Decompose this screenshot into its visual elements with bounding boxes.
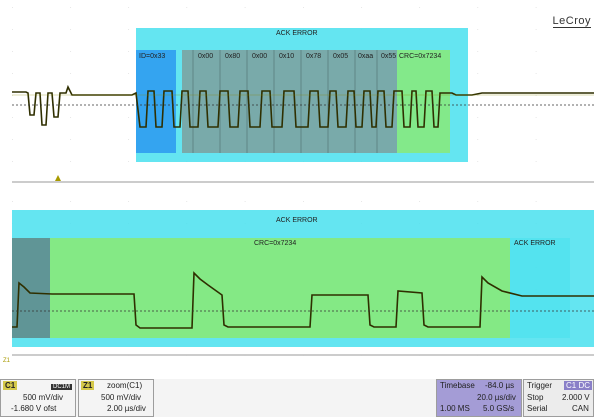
channel-name: C1 xyxy=(3,381,18,390)
ack-field-label: ACK ERROR xyxy=(514,240,556,247)
zoom-source: zoom(C1) xyxy=(107,381,143,390)
status-bar: C1 DC1M 500 mV/div -1.680 V ofst Z1 zoom… xyxy=(0,379,594,417)
zoom-scale: 500 mV/div xyxy=(101,393,142,402)
main-waveform-panel[interactable]: ACK ERROR ID=0x33 0x00 0x80 0x00 0x10 0x… xyxy=(12,7,594,183)
zoom-channel-marker: Z1 xyxy=(3,358,11,364)
channel-c1-box[interactable]: C1 DC1M 500 mV/div -1.680 V ofst xyxy=(0,379,76,417)
channel-scale: 500 mV/div xyxy=(23,393,64,402)
trigger-type: Serial xyxy=(527,404,548,413)
data-byte-3: 0x10 xyxy=(279,53,295,60)
data-byte-0: 0x00 xyxy=(198,53,214,60)
zoom-waveform-panel[interactable]: ACK ERROR CRC=0x7234 ACK ERROR xyxy=(12,201,594,356)
timebase-rate: 5.0 GS/s xyxy=(483,404,515,413)
zoom-waveform-graph xyxy=(12,201,594,356)
channel-offset: -1.680 V ofst xyxy=(11,404,57,413)
timebase-samples: 1.00 MS xyxy=(440,404,470,413)
trigger-protocol: CAN xyxy=(572,404,589,413)
brand-logo: LeCroy xyxy=(552,15,591,28)
id-field-box xyxy=(136,50,176,153)
frame-label: ACK ERROR xyxy=(276,30,318,37)
crc-field-label: CRC=0x7234 xyxy=(399,53,442,60)
data-byte-5: 0x05 xyxy=(333,53,349,60)
timebase-per-div: 20.0 µs/div xyxy=(477,393,516,402)
zoom-z1-box[interactable]: Z1 zoom(C1) 500 mV/div 2.00 µs/div xyxy=(78,379,154,417)
frame-label: ACK ERROR xyxy=(276,217,318,224)
data-byte-6: 0xaa xyxy=(358,53,374,60)
coupling-badge: DC1M xyxy=(51,384,73,390)
data-byte-2: 0x00 xyxy=(252,53,268,60)
crc-field-label: CRC=0x7234 xyxy=(254,240,297,247)
timebase-box[interactable]: Timebase -84.0 µs 20.0 µs/div 1.00 MS 5.… xyxy=(436,379,522,417)
trigger-box[interactable]: Trigger C1 DC Stop 2.000 V Serial CAN xyxy=(523,379,594,417)
main-waveform-graph xyxy=(12,7,594,183)
timebase-label: Timebase xyxy=(440,381,475,390)
trigger-marker-icon xyxy=(55,175,61,181)
data-byte-7: 0x55 xyxy=(381,53,397,60)
zoom-timescale: 2.00 µs/div xyxy=(107,404,146,413)
waveform-trace xyxy=(12,271,594,329)
data-field-box xyxy=(182,50,397,153)
data-byte-1: 0x80 xyxy=(225,53,241,60)
trigger-mode: Stop xyxy=(527,393,544,402)
trigger-source-badge: C1 DC xyxy=(564,381,593,390)
id-field-label: ID=0x33 xyxy=(139,53,166,60)
trigger-level: 2.000 V xyxy=(562,393,590,402)
crc-field-box xyxy=(397,50,450,153)
ack-field-box xyxy=(510,238,570,338)
timebase-delay: -84.0 µs xyxy=(485,381,515,390)
waveform-trace xyxy=(12,84,594,128)
crc-field-box xyxy=(50,238,510,338)
zoom-name: Z1 xyxy=(81,381,95,390)
trigger-label: Trigger xyxy=(527,381,553,390)
data-byte-4: 0x78 xyxy=(306,53,322,60)
